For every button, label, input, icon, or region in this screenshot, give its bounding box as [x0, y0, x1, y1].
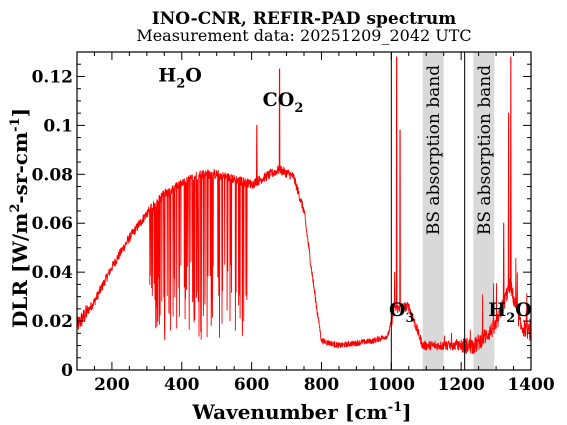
spectrum-series-line [77, 56, 531, 354]
vlines-layer [390, 52, 466, 370]
x-tick-label: 600 [234, 375, 270, 395]
annotation-4: H2O [488, 299, 532, 326]
annotation-3: O3 [389, 299, 415, 326]
x-tick-label: 1000 [368, 375, 415, 395]
annotation-2: CO2 [263, 89, 304, 116]
y-tick-label: 0.02 [32, 312, 73, 332]
y-tick-label: 0.12 [32, 67, 73, 87]
x-axis-title: Wavenumber [cm-1] [191, 400, 411, 424]
x-tick-label: 200 [94, 375, 130, 395]
y-axis-title: DLR [W/m2-sr-cm-1] [8, 108, 32, 328]
axes: 200 400 600 800 1000 1200 1400 0 0.02 0.04 0.06 0.0… [32, 51, 555, 395]
y-tick-label: 0 [61, 361, 73, 381]
band-label-2: BS absorption band [475, 65, 495, 235]
y-tick-label: 0.04 [32, 263, 74, 283]
x-tick-label: 1400 [507, 375, 554, 395]
y-tick-label: 0.06 [32, 214, 73, 234]
chart-subtitle: Measurement data: 20251209_2042 UTC [136, 26, 471, 45]
absorption-band-1 [422, 52, 444, 370]
y-tick-label: 0.1 [43, 116, 73, 136]
chart-title: INO-CNR, REFIR-PAD spectrum [152, 9, 456, 29]
plot-area [77, 56, 531, 354]
annotation-1: H2O [158, 64, 202, 91]
x-tick-label: 1200 [437, 375, 484, 395]
band-label-1: BS absorption band [424, 65, 444, 235]
annotations-layer: H2O CO2 O3 H2O [158, 64, 532, 326]
bands-layer: BS absorption band BS absorption band [422, 52, 495, 370]
x-tick-label: 800 [304, 375, 340, 395]
absorption-band-2 [473, 52, 495, 370]
y-tick-label: 0.08 [32, 165, 73, 185]
x-tick-label: 400 [164, 375, 200, 395]
